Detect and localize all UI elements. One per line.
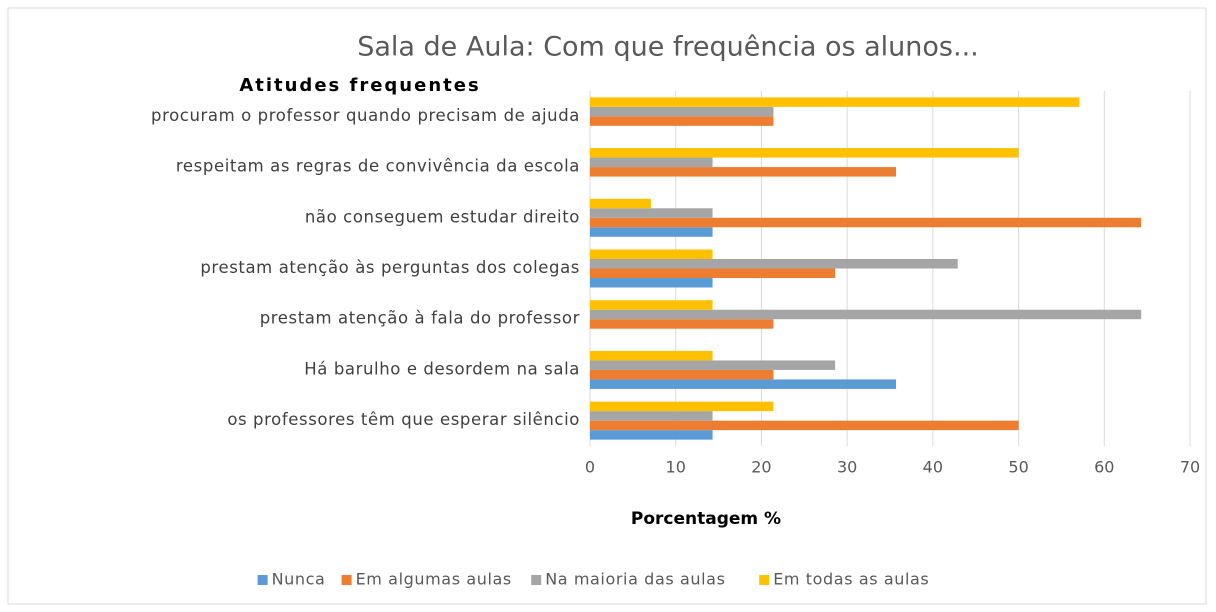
bar	[590, 106, 774, 117]
bar	[590, 208, 713, 218]
bar	[590, 167, 896, 177]
chart-title: Sala de Aula: Com que frequência os alun…	[357, 32, 979, 63]
bar	[590, 116, 774, 126]
legend-swatch	[341, 575, 352, 585]
bar	[590, 268, 836, 278]
y-tick-label: respeitam as regras de convivência da es…	[176, 157, 580, 176]
legend-swatch	[759, 575, 770, 585]
bar	[590, 360, 836, 370]
x-tick-label: 50	[1008, 458, 1028, 477]
bar	[590, 217, 1142, 228]
y-tick-label: procuram o professor quando precisam de …	[151, 106, 580, 125]
x-tick-label: 10	[666, 458, 686, 477]
legend-label: Em todas as aulas	[773, 570, 929, 589]
bar	[590, 249, 713, 259]
x-tick-label: 20	[751, 458, 771, 477]
y-tick-label: Há barulho e desordem na sala	[304, 359, 580, 378]
bar	[590, 198, 651, 209]
y-tick-label: prestam atenção à fala do professor	[260, 309, 580, 328]
bar	[590, 227, 713, 237]
legend-label: Em algumas aulas	[356, 570, 512, 589]
bar	[590, 319, 774, 329]
x-tick-label: 70	[1180, 458, 1200, 477]
bar	[590, 401, 774, 412]
bar	[590, 369, 774, 380]
bar	[590, 259, 958, 269]
x-tick-label: 40	[923, 458, 943, 477]
bar	[590, 420, 1019, 431]
y-axis-title: Atitudes frequentes	[239, 75, 480, 96]
legend-swatch	[257, 575, 268, 585]
bar	[590, 430, 713, 440]
bar	[590, 309, 1142, 320]
y-tick-label: prestam atenção às perguntas dos colegas	[200, 258, 580, 277]
legend-swatch	[531, 575, 542, 585]
bar	[590, 411, 713, 421]
y-tick-label: não conseguem estudar direito	[305, 207, 580, 226]
x-tick-label: 0	[585, 458, 595, 477]
bar	[590, 148, 1019, 158]
bar	[590, 278, 713, 288]
bar	[590, 350, 713, 361]
legend-label: Na maioria das aulas	[545, 570, 725, 589]
x-tick-label: 60	[1094, 458, 1114, 477]
legend-label: Nunca	[272, 570, 326, 589]
bar	[590, 300, 713, 310]
bar	[590, 97, 1080, 107]
bar	[590, 379, 896, 389]
y-tick-label: os professores têm que esperar silêncio	[227, 410, 580, 429]
x-tick-label: 30	[837, 458, 857, 477]
bar	[590, 157, 713, 168]
x-axis-title: Porcentagem %	[631, 509, 781, 529]
